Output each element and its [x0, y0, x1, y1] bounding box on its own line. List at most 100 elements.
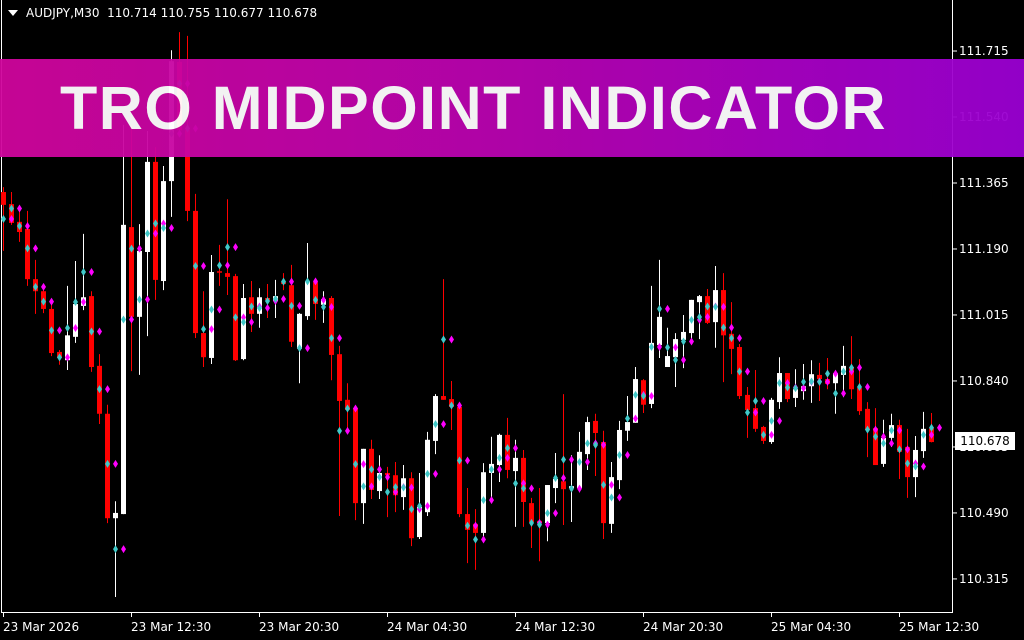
midpoint-marker-cyan	[1, 215, 6, 224]
price-tick-label: 110.840	[959, 374, 1009, 388]
midpoint-marker-cyan	[465, 521, 470, 530]
midpoint-marker-cyan	[225, 243, 230, 252]
midpoint-marker-cyan	[305, 277, 310, 286]
midpoint-marker-cyan	[673, 356, 678, 365]
candle-body	[137, 250, 142, 317]
midpoint-marker-cyan	[105, 459, 110, 468]
midpoint-marker-magenta	[201, 261, 206, 270]
midpoint-marker-magenta	[721, 302, 726, 311]
midpoint-marker-magenta	[841, 389, 846, 398]
midpoint-marker-cyan	[801, 377, 806, 386]
midpoint-marker-magenta	[113, 459, 118, 468]
candle-body	[505, 434, 510, 470]
ohlc-values: 110.714 110.755 110.677 110.678	[107, 6, 318, 20]
midpoint-marker-magenta	[17, 204, 22, 213]
midpoint-marker-cyan	[249, 302, 254, 311]
candle-body	[337, 354, 342, 401]
midpoint-marker-magenta	[305, 344, 310, 353]
midpoint-marker-cyan	[321, 303, 326, 312]
header-spacer	[100, 6, 108, 20]
midpoint-marker-magenta	[425, 501, 430, 510]
candle-body	[201, 333, 206, 358]
midpoint-marker-cyan	[113, 545, 118, 554]
midpoint-marker-magenta	[433, 469, 438, 478]
midpoint-marker-cyan	[329, 334, 334, 343]
candle-body	[329, 298, 334, 355]
midpoint-marker-cyan	[73, 297, 78, 306]
midpoint-marker-cyan	[697, 313, 702, 322]
midpoint-marker-magenta	[449, 335, 454, 344]
candle-body	[657, 316, 662, 346]
midpoint-marker-cyan	[41, 297, 46, 306]
midpoint-marker-magenta	[233, 243, 238, 252]
midpoint-marker-cyan	[361, 482, 366, 491]
time-tick-label: 25 Mar 12:30	[899, 620, 979, 634]
midpoint-marker-cyan	[449, 401, 454, 410]
midpoint-marker-cyan	[849, 363, 854, 372]
candle-body	[361, 448, 366, 504]
midpoint-marker-magenta	[145, 295, 150, 304]
midpoint-marker-cyan	[345, 404, 350, 413]
midpoint-marker-cyan	[17, 221, 22, 230]
midpoint-marker-magenta	[81, 297, 86, 306]
midpoint-marker-cyan	[441, 335, 446, 344]
midpoint-marker-magenta	[25, 221, 30, 230]
midpoint-marker-magenta	[377, 465, 382, 474]
midpoint-marker-magenta	[825, 377, 830, 386]
candle-body	[1, 192, 6, 205]
midpoint-marker-cyan	[401, 483, 406, 492]
candle-body	[241, 298, 246, 360]
midpoint-marker-magenta	[561, 474, 566, 483]
midpoint-marker-magenta	[569, 455, 574, 464]
candle-body	[777, 373, 782, 403]
price-tick-label: 111.715	[959, 44, 1009, 58]
midpoint-marker-cyan	[617, 451, 622, 460]
midpoint-marker-cyan	[217, 261, 222, 270]
collapse-triangle-icon[interactable]	[8, 10, 18, 16]
midpoint-marker-magenta	[49, 297, 54, 306]
midpoint-marker-cyan	[425, 469, 430, 478]
candle-body	[665, 356, 670, 368]
midpoint-marker-cyan	[665, 343, 670, 352]
candle-body	[897, 425, 902, 452]
midpoint-marker-cyan	[89, 327, 94, 336]
candle-body	[9, 204, 14, 223]
midpoint-marker-magenta	[673, 343, 678, 352]
candle-body	[513, 457, 518, 472]
candle-body	[577, 451, 582, 489]
midpoint-marker-cyan	[25, 244, 30, 253]
candle-body	[313, 282, 318, 305]
midpoint-marker-magenta	[801, 384, 806, 393]
midpoint-marker-cyan	[233, 313, 238, 322]
midpoint-marker-magenta	[777, 416, 782, 425]
midpoint-marker-magenta	[337, 334, 342, 343]
candle-body	[193, 210, 198, 334]
candle-body	[145, 161, 150, 252]
midpoint-marker-cyan	[81, 267, 86, 276]
candle-body	[441, 396, 446, 400]
midpoint-marker-cyan	[369, 465, 374, 474]
midpoint-marker-cyan	[825, 369, 830, 378]
midpoint-marker-magenta	[873, 425, 878, 434]
price-tick-label: 111.015	[959, 308, 1009, 322]
midpoint-marker-magenta	[785, 379, 790, 388]
midpoint-marker-magenta	[769, 430, 774, 439]
midpoint-marker-cyan	[913, 462, 918, 471]
candle-body	[681, 331, 686, 340]
midpoint-marker-cyan	[377, 473, 382, 482]
candle-body	[497, 434, 502, 466]
midpoint-marker-cyan	[809, 377, 814, 386]
midpoint-marker-cyan	[745, 408, 750, 417]
time-axis[interactable]: 23 Mar 2026 23 Mar 12:30 23 Mar 20:30 24 Ma…	[3, 613, 979, 634]
time-tick-label: 23 Mar 20:30	[259, 620, 339, 634]
midpoint-marker-magenta	[209, 325, 214, 334]
midpoint-marker-magenta	[137, 244, 142, 253]
midpoint-marker-cyan	[777, 379, 782, 388]
midpoint-marker-magenta	[89, 267, 94, 276]
candle-body	[65, 335, 70, 361]
midpoint-marker-cyan	[281, 277, 286, 286]
midpoint-marker-cyan	[769, 416, 774, 425]
midpoint-marker-cyan	[417, 501, 422, 510]
midpoint-marker-magenta	[9, 215, 14, 224]
